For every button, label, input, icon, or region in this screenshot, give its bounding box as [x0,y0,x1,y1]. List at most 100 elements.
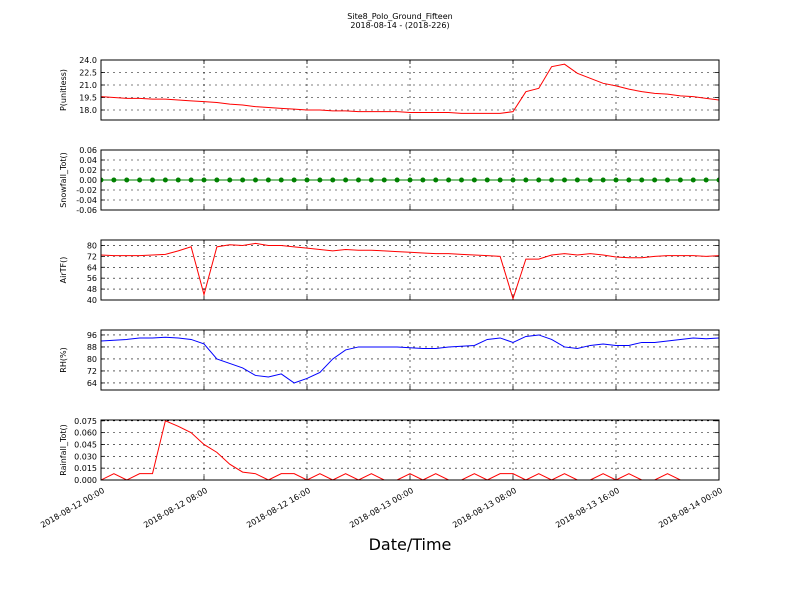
y-tick-label: 0.000 [74,476,97,485]
axes-frame [100,419,720,481]
marker [356,177,361,183]
line [101,420,719,480]
marker [201,177,207,183]
marker [549,177,555,183]
y-tick-label: 0.030 [74,452,97,461]
marker [536,177,542,183]
y-tick-label: 64 [87,263,97,272]
marker [407,177,413,183]
marker [227,177,233,183]
marker [677,177,683,183]
marker [600,177,606,183]
y-axis-label: Rainfall_Tot() [59,424,68,476]
y-tick-label: 21.0 [79,81,97,90]
marker [278,177,284,183]
marker [253,177,258,183]
marker [137,177,143,183]
marker [162,177,168,183]
marker [459,177,464,183]
marker [420,177,426,183]
plot-area [101,420,719,480]
y-tick-label: 96 [87,331,97,340]
marker [175,177,181,183]
y-tick-label: 80 [87,355,97,364]
y-tick-label: 80 [87,241,97,250]
line [101,63,719,114]
y-tick-label: 40 [87,296,97,305]
marker [690,177,696,183]
marker [317,177,323,183]
figure-title: Site8_Polo_Ground_Fifteen [347,12,452,21]
y-tick-label: 0.075 [74,417,97,426]
y-tick-label: 0.00 [79,176,97,185]
y-tick-label: 0.02 [79,166,97,175]
marker [394,177,400,183]
y-axis-label: Snowfall_Tot() [59,152,68,208]
y-tick-label: 48 [87,285,97,294]
marker [703,177,709,183]
marker [639,177,645,183]
marker [214,177,220,183]
marker [330,177,336,183]
marker [626,177,632,183]
axes-frame [100,239,720,301]
marker [446,177,452,183]
y-tick-label: 22.5 [79,69,97,78]
marker [304,177,310,183]
figure-subtitle: 2018-08-14 - (2018-226) [350,21,449,30]
line [101,334,719,384]
marker [665,177,670,183]
y-tick-label: 88 [87,343,97,352]
y-axis-label: RH(%) [59,347,68,372]
y-axis-label: P(unitless) [59,69,68,111]
marker [381,177,387,183]
marker [471,177,477,183]
marker [101,177,104,183]
marker [613,177,619,183]
marker [497,177,503,183]
axes-frame [100,59,720,121]
y-tick-label: 18.0 [79,106,97,115]
axes-frame [100,149,720,211]
marker [562,177,567,183]
marker [111,177,117,183]
y-tick-label: 24.0 [79,56,97,65]
marker [484,177,490,183]
y-tick-label: -0.02 [76,186,97,195]
marker [368,177,374,183]
y-tick-label: 72 [87,367,97,376]
y-tick-label: 64 [87,379,97,388]
y-tick-label: 0.015 [74,464,97,473]
marker [240,177,246,183]
y-tick-label: -0.04 [76,196,97,205]
marker [587,177,593,183]
x-axis-label: Date/Time [369,535,452,554]
marker [343,177,349,183]
y-tick-label: 0.06 [79,146,97,155]
marker [716,177,719,183]
y-tick-label: 0.045 [74,440,97,449]
plot-area [101,242,719,300]
plot-area [101,63,719,114]
marker [433,177,439,183]
y-axis-label: AirTF() [59,257,68,284]
y-tick-label: 0.060 [74,429,97,438]
marker [652,177,658,183]
marker [265,177,271,183]
y-tick-label: 19.5 [79,94,97,103]
y-tick-label: -0.06 [76,206,97,215]
y-tick-label: 0.04 [79,156,97,165]
marker [150,177,155,183]
marker [574,177,580,183]
marker [523,177,529,183]
line [101,242,719,300]
marker [291,177,297,183]
axes-frame [100,329,720,391]
y-tick-label: 56 [87,274,97,283]
plot-area [101,177,719,183]
marker [188,177,194,183]
marker [124,177,130,183]
marker [510,177,516,183]
y-tick-label: 72 [87,252,97,261]
